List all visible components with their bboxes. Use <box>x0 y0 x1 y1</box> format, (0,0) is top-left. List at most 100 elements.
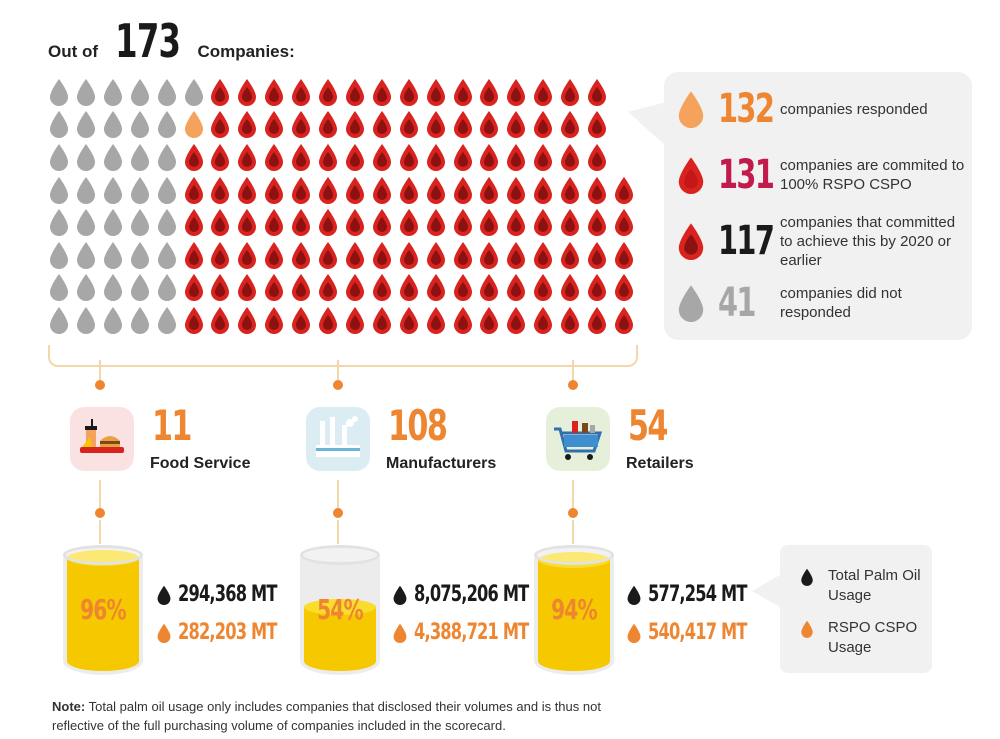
waffle-drop-grey <box>156 273 178 302</box>
usage-drop-icon <box>156 585 172 605</box>
drop-icon <box>345 241 364 269</box>
drop-icon <box>50 209 68 237</box>
connector-dot <box>95 380 105 390</box>
waffle-drop-grey <box>156 241 178 269</box>
drop-icon <box>130 274 149 302</box>
waffle-drop-grey <box>75 306 97 334</box>
waffle-drop-grey <box>129 273 151 302</box>
drop-icon <box>238 111 257 139</box>
beaker-fill <box>304 607 376 671</box>
drop-icon <box>426 111 445 139</box>
waffle-drop-responded <box>452 241 474 269</box>
waffle-drop-responded <box>613 306 635 334</box>
connector-line <box>572 360 574 380</box>
waffle-drop-responded <box>344 241 366 269</box>
legend-value: 41 <box>718 280 756 326</box>
drop-icon <box>319 144 337 171</box>
waffle-drop-responded <box>613 176 635 204</box>
drop-icon <box>399 176 418 204</box>
legend-box <box>664 72 972 340</box>
drop-icon <box>157 241 176 269</box>
waffle-drop-responded <box>290 143 312 171</box>
waffle-drop-responded <box>613 208 635 237</box>
usage-value: 8,075,206 MT <box>414 582 529 607</box>
waffle-drop-responded <box>209 110 231 139</box>
waffle-drop-responded <box>236 273 258 302</box>
drop-icon <box>157 209 176 237</box>
waffle-drop-grey <box>48 208 70 237</box>
legend-drop-icon <box>676 156 706 194</box>
drop-icon <box>50 274 68 302</box>
connector-line <box>337 520 339 544</box>
sector-name: Manufacturers <box>386 455 497 472</box>
waffle-drop-grey <box>75 110 97 139</box>
drop-icon <box>345 78 364 106</box>
connector-line <box>99 480 101 508</box>
drop-icon <box>211 78 230 106</box>
drop-icon <box>157 307 176 334</box>
waffle-drop-responded <box>236 208 258 237</box>
waffle-drop-responded <box>290 78 312 106</box>
drop-icon <box>319 176 337 204</box>
drop-icon <box>211 209 230 237</box>
drop-icon <box>507 209 526 237</box>
waffle-drop-responded <box>532 208 554 237</box>
legend-pointer <box>628 89 666 147</box>
connector-line <box>99 360 101 380</box>
waffle-drop-responded <box>290 306 312 334</box>
drop-icon <box>426 241 445 269</box>
drop-icon <box>50 144 68 171</box>
drop-icon <box>588 111 606 139</box>
drop-icon <box>561 241 580 269</box>
waffle-drop-responded <box>183 273 205 302</box>
drop-icon <box>426 274 445 302</box>
waffle-drop-responded <box>586 110 608 139</box>
sector-name: Retailers <box>626 455 694 472</box>
waffle-drop-responded <box>532 110 554 139</box>
waffle-drop-responded <box>452 110 474 139</box>
drop-icon <box>50 78 68 106</box>
waffle-drop-grey <box>75 143 97 171</box>
waffle-drop-responded <box>586 176 608 204</box>
drop-icon <box>76 78 95 106</box>
waffle-drop-responded <box>559 306 581 334</box>
waffle-drop-grey <box>102 143 124 171</box>
waffle-drop-grey <box>48 143 70 171</box>
waffle-drop-responded <box>613 241 635 269</box>
drop-icon <box>372 111 391 139</box>
drop-icon <box>184 274 203 302</box>
waffle-drop-responded <box>236 241 258 269</box>
drop-icon <box>534 241 553 269</box>
drop-icon <box>265 78 284 106</box>
waffle-drop-responded <box>209 306 231 334</box>
drop-icon <box>614 274 633 302</box>
drop-icon <box>372 274 391 302</box>
waffle-drop-responded <box>478 143 500 171</box>
drop-icon <box>292 111 311 139</box>
waffle-drop-responded <box>586 78 608 106</box>
waffle-drop-responded <box>452 176 474 204</box>
drop-icon <box>103 111 122 139</box>
drop-icon <box>426 176 445 204</box>
key-drop-icon <box>800 620 814 638</box>
drop-icon <box>184 307 203 334</box>
food-service-icon <box>80 419 124 453</box>
waffle-drop-responded <box>371 208 393 237</box>
total-usage: 294,368 MT <box>156 582 298 607</box>
drop-icon <box>319 78 337 106</box>
waffle-drop-responded <box>505 176 527 204</box>
drop-icon <box>561 307 580 334</box>
header-total: 173 <box>115 14 181 68</box>
drop-icon <box>345 144 364 171</box>
key-pointer <box>752 575 780 607</box>
waffle-drop-responded <box>317 143 339 171</box>
sector-icon-tile <box>70 407 134 471</box>
waffle-drop-responded <box>371 241 393 269</box>
drop-icon <box>399 274 418 302</box>
waffle-drop-responded <box>317 78 339 106</box>
drop-icon <box>480 274 499 302</box>
drop-icon <box>292 241 311 269</box>
waffle-drop-responded <box>559 110 581 139</box>
drop-icon <box>130 307 149 334</box>
waffle-drop-responded <box>532 241 554 269</box>
